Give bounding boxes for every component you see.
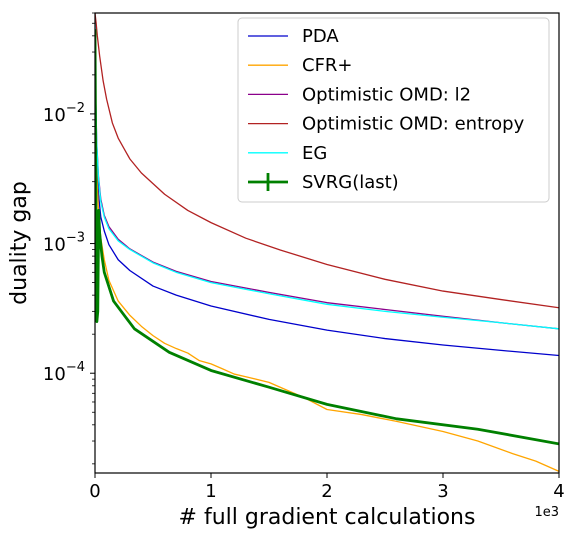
- series-line-5: [95, 29, 559, 446]
- x-axis-label: # full gradient calculations: [179, 505, 476, 530]
- legend-label-3: Optimistic OMD: entropy: [302, 114, 525, 135]
- series-line-1: [95, 52, 559, 472]
- y-tick-label-0: 10−4: [43, 360, 85, 385]
- x-tick-label-3: 3: [437, 481, 448, 502]
- x-tick-label-2: 2: [321, 481, 332, 502]
- series-line-0: [95, 35, 559, 357]
- ticks-layer: 0 1 2 3 4 10−4 10−3 10−2: [43, 12, 565, 502]
- legend-box: [237, 17, 550, 203]
- x-tick-label-4: 4: [553, 481, 564, 502]
- legend-label-5: SVRG(last): [302, 172, 399, 193]
- series-line-4: [95, 23, 559, 330]
- y-tick-label-2: 10−2: [43, 101, 85, 126]
- legend-label-4: EG: [302, 143, 327, 164]
- legend-label-2: Optimistic OMD: l2: [302, 84, 471, 105]
- x-tick-label-0: 0: [89, 481, 100, 502]
- series-layer: [95, 13, 559, 472]
- x-axis-offset-label: 1e3: [534, 505, 559, 520]
- series-line-3: [95, 13, 559, 309]
- x-tick-label-1: 1: [205, 481, 216, 502]
- y-axis-label: duality gap: [7, 181, 32, 305]
- legend-label-1: CFR+: [302, 55, 353, 76]
- legend-label-0: PDA: [302, 26, 339, 47]
- legend: PDA CFR+ Optimistic OMD: l2 Optimistic OMD:…: [237, 17, 550, 203]
- y-tick-label-1: 10−3: [43, 231, 85, 256]
